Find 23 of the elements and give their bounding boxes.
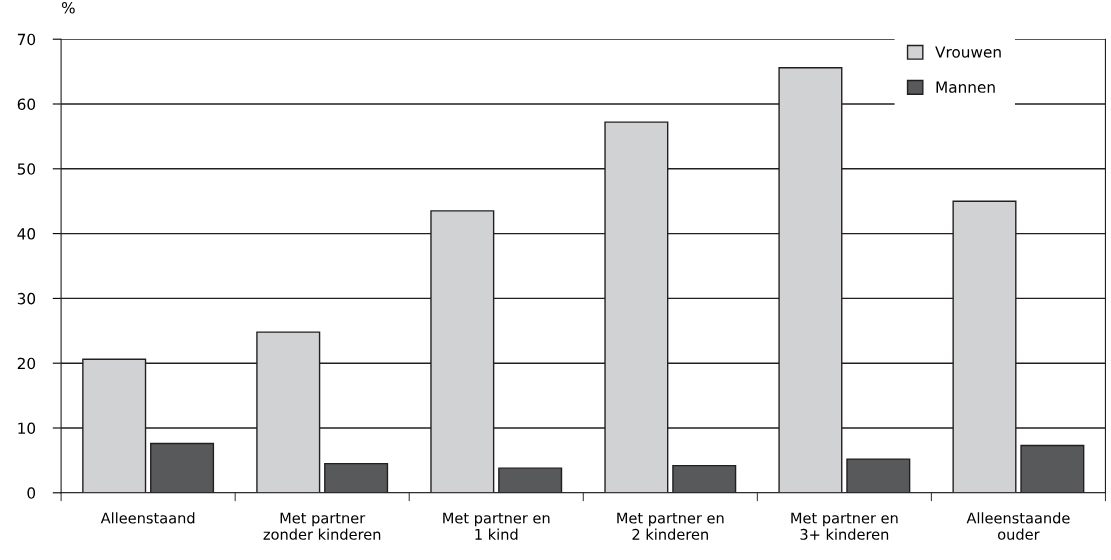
legend-label: Mannen (936, 81, 995, 93)
y-tick-label: 50 (17, 163, 36, 175)
x-tick-label: Met partner zonder kinderen (263, 512, 381, 540)
x-tick-label: Alleenstaand (100, 512, 195, 524)
x-tick-label: Met partner en 2 kinderen (617, 512, 724, 540)
x-tick-label: Met partner en 3+ kinderen (791, 512, 898, 540)
bar (150, 442, 215, 493)
y-tick-label: 20 (17, 357, 36, 370)
x-tick-label: Met partner en 1 kind (443, 512, 550, 540)
y-axis-title: % (61, 2, 75, 14)
bar (324, 462, 389, 493)
legend-label: Vrouwen (935, 46, 1001, 58)
bar (672, 464, 737, 493)
bar (846, 458, 911, 493)
y-tick-label: 0 (27, 487, 36, 499)
y-tick-label: 70 (17, 33, 36, 46)
x-tick-label: Alleenstaande ouder (966, 512, 1070, 540)
y-tick-label: 30 (17, 292, 36, 305)
y-tick-label: 60 (17, 98, 36, 111)
y-tick-label: 10 (18, 422, 36, 435)
y-tick-label: 40 (17, 228, 36, 240)
bar (498, 467, 563, 493)
bar (1020, 444, 1085, 493)
